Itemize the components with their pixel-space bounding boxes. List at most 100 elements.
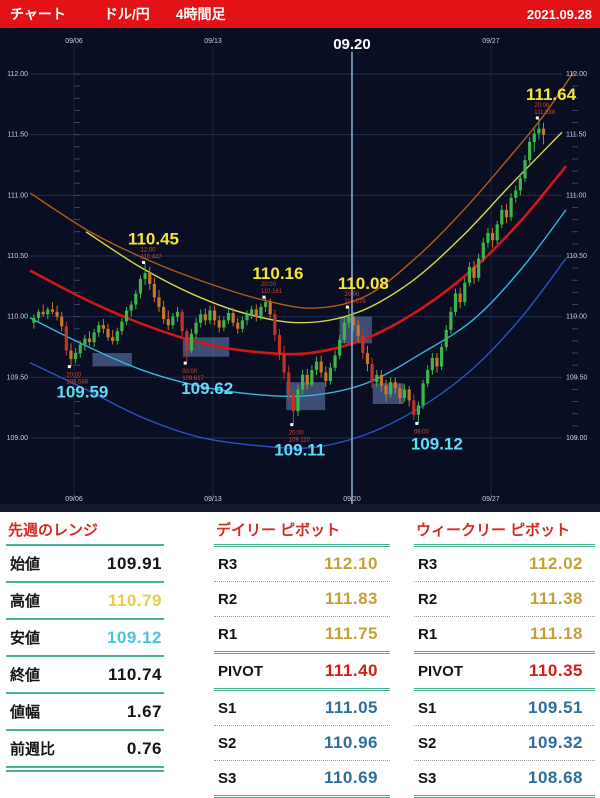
svg-text:20:00: 20:00 — [534, 103, 550, 109]
table-title: ウィークリー ピボット — [414, 516, 595, 547]
row-value: 110.96 — [323, 733, 378, 752]
table-title: デイリー ピボット — [214, 516, 390, 547]
table-row-PIVOT: PIVOT 110.35 — [414, 654, 595, 691]
table-row-前週比: 前週比 0.76 — [6, 731, 164, 768]
swing-price-label: 111.64 — [526, 85, 577, 104]
row-label: S3 — [218, 769, 237, 787]
table-row-R1: R1 111.18 — [414, 617, 595, 654]
svg-text:110.079: 110.079 — [344, 299, 366, 305]
svg-text:109.588: 109.588 — [66, 380, 88, 386]
svg-text:08:00: 08:00 — [414, 429, 430, 435]
row-value: 112.10 — [323, 554, 378, 573]
table-row-S2: S2 110.96 — [214, 726, 390, 761]
swing-dot — [262, 295, 266, 299]
table-row-R2: R2 111.83 — [214, 582, 390, 617]
table-row-PIVOT: PIVOT 111.40 — [214, 654, 390, 691]
svg-text:111.00: 111.00 — [8, 192, 28, 199]
swing-dot — [345, 305, 349, 309]
row-label: 値幅 — [10, 704, 41, 721]
last-week-range-table: 先週のレンジ 始値 109.91 高値 110.79 安値 109.12 終値 110.74 値幅… — [6, 516, 164, 772]
row-value: 109.12 — [107, 627, 162, 647]
row-label: 前週比 — [10, 741, 56, 758]
row-value: 110.79 — [107, 590, 162, 610]
row-label: 終値 — [10, 667, 41, 684]
band-fastest — [29, 258, 567, 450]
row-value: 108.68 — [528, 768, 583, 787]
row-value: 110.74 — [107, 664, 162, 684]
daily-pivot-table: デイリー ピボット R3 112.10 R2 111.83 R1 111.75 PIVOT 11… — [214, 516, 390, 798]
svg-text:09/06: 09/06 — [65, 496, 83, 503]
svg-text:09/27: 09/27 — [482, 496, 500, 503]
row-label: 安値 — [10, 630, 41, 647]
swing-annotations: 110.44712:00110.45110.16120:00110.16110.… — [56, 85, 576, 460]
swing-price-label: 109.11 — [274, 441, 325, 460]
svg-text:110.50: 110.50 — [566, 253, 587, 260]
swing-price-label: 110.45 — [128, 229, 179, 248]
svg-text:20:00: 20:00 — [66, 373, 82, 379]
row-value: 111.18 — [529, 624, 583, 643]
row-value: 111.83 — [324, 589, 378, 608]
axis-labels: 112.00 112.00 111.50 111.50 111.00 111.00 110.… — [7, 36, 588, 503]
band-slowest — [29, 71, 575, 309]
svg-text:111.638: 111.638 — [534, 110, 555, 116]
app-title: チャート — [10, 6, 66, 22]
svg-text:109.00: 109.00 — [7, 435, 29, 442]
svg-text:09/13: 09/13 — [204, 496, 222, 503]
svg-text:110.50: 110.50 — [7, 253, 28, 260]
weekly-pivot-table: ウィークリー ピボット R3 112.02 R2 111.38 R1 111.18 PIVOT… — [414, 516, 595, 798]
svg-text:112.00: 112.00 — [566, 71, 587, 78]
table-row-安値: 安値 109.12 — [6, 620, 164, 657]
svg-text:20:00: 20:00 — [261, 282, 277, 288]
svg-text:00:00: 00:00 — [182, 369, 198, 375]
svg-text:09/20: 09/20 — [343, 496, 361, 503]
svg-text:111.00: 111.00 — [566, 192, 586, 199]
table-row-高値: 高値 110.79 — [6, 583, 164, 620]
swing-dot — [183, 361, 187, 365]
swing-dot — [535, 116, 539, 120]
svg-text:20:00: 20:00 — [289, 431, 305, 437]
row-label: R2 — [418, 590, 438, 608]
svg-text:109.110: 109.110 — [289, 438, 311, 444]
table-row-始値: 始値 109.91 — [6, 546, 164, 583]
row-value: 109.91 — [107, 553, 162, 573]
table-row-R2: R2 111.38 — [414, 582, 595, 617]
row-value: 111.38 — [529, 589, 583, 608]
row-label: S1 — [418, 699, 437, 717]
chart-background — [0, 28, 600, 504]
table-row-値幅: 値幅 1.67 — [6, 694, 164, 731]
svg-text:109.50: 109.50 — [566, 374, 588, 381]
chart-canvas[interactable]: 112.00 112.00 111.50 111.50 111.00 111.00 110.… — [0, 0, 600, 512]
table-row-S3: S3 108.68 — [414, 761, 595, 798]
svg-text:20:00: 20:00 — [344, 292, 360, 298]
swing-price-label: 109.62 — [181, 379, 233, 398]
row-label: R3 — [218, 555, 238, 573]
svg-text:12:00: 12:00 — [140, 247, 156, 253]
svg-text:09/13: 09/13 — [204, 38, 222, 45]
chart-date: 2021.09.28 — [526, 6, 592, 22]
row-value: 111.40 — [324, 661, 378, 680]
chart-bottom-strip — [0, 504, 600, 512]
row-label: S3 — [418, 769, 437, 787]
row-label: R3 — [418, 555, 438, 573]
svg-text:09/27: 09/27 — [482, 38, 500, 45]
row-label: PIVOT — [418, 662, 464, 680]
highlight-date-label: 09.20 — [333, 36, 371, 53]
row-value: 109.51 — [528, 698, 583, 717]
row-value: 1.67 — [126, 701, 162, 721]
currency-pair-label: ドル/円 — [103, 6, 150, 22]
swing-dot — [415, 421, 419, 425]
row-value: 110.35 — [528, 661, 583, 680]
svg-text:109.00: 109.00 — [566, 435, 588, 442]
swing-dot — [141, 260, 145, 264]
row-value: 112.02 — [528, 554, 583, 573]
swing-dot — [290, 423, 294, 427]
swing-price-label: 109.59 — [56, 383, 108, 402]
svg-text:112.00: 112.00 — [7, 71, 28, 78]
svg-text:110.00: 110.00 — [566, 314, 587, 321]
row-label: R1 — [418, 625, 438, 643]
table-title: 先週のレンジ — [6, 516, 164, 546]
row-value: 111.05 — [324, 698, 378, 717]
svg-text:110.447: 110.447 — [140, 254, 162, 260]
table-row-R1: R1 111.75 — [214, 617, 390, 654]
ma-band-curves — [29, 71, 575, 450]
